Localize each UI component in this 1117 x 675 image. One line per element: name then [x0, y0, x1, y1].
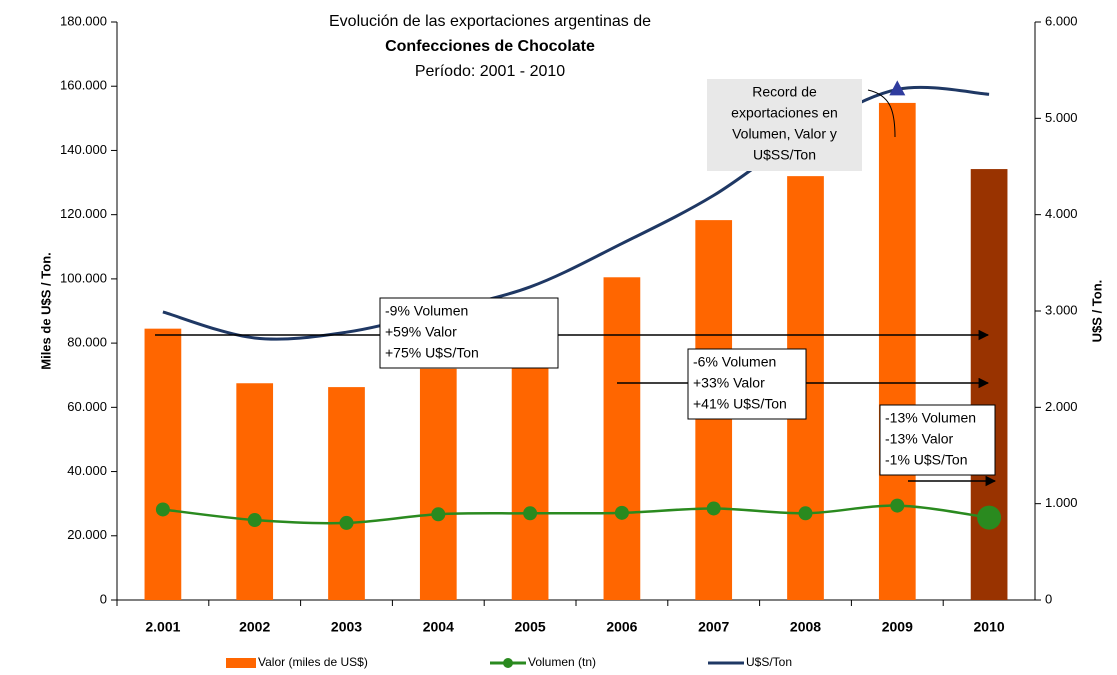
- x-tick-label: 2007: [698, 619, 729, 635]
- y-tick-label: 140.000: [60, 142, 107, 157]
- x-tick-label: 2003: [331, 619, 362, 635]
- point: [977, 505, 1002, 530]
- record-marker: [889, 80, 906, 96]
- y-tick-label: 60.000: [67, 399, 107, 414]
- y2-tick-label: 4.000: [1045, 206, 1078, 221]
- y-axis-title: Miles de U$S / Ton.: [38, 252, 53, 370]
- x-tick-label: 2004: [423, 619, 454, 635]
- y2-tick-label: 0: [1045, 591, 1052, 606]
- x-tick-label: 2005: [515, 619, 546, 635]
- y-tick-label: 20.000: [67, 527, 107, 542]
- legend-swatch: [503, 658, 513, 668]
- annotation-text: +59% Valor: [385, 324, 457, 340]
- point: [339, 515, 354, 530]
- annotation-box: [707, 79, 862, 171]
- point: [614, 505, 629, 520]
- annotation-text: Record de: [752, 84, 817, 100]
- bar: [970, 169, 1008, 600]
- y-tick-label: 0: [100, 591, 107, 606]
- point: [798, 506, 813, 521]
- annotation-text: -1% U$S/Ton: [885, 452, 967, 468]
- bar: [236, 383, 274, 600]
- x-tick-label: 2010: [974, 619, 1005, 635]
- annotation-text: -6% Volumen: [693, 354, 776, 370]
- annotation-text: -13% Valor: [885, 431, 954, 447]
- point: [523, 506, 538, 521]
- y-tick-label: 120.000: [60, 206, 107, 221]
- y2-tick-label: 3.000: [1045, 302, 1078, 317]
- x-tick-label: 2009: [882, 619, 913, 635]
- bar: [603, 277, 641, 600]
- point: [890, 498, 905, 513]
- point: [155, 502, 170, 517]
- annotation-text: +41% U$S/Ton: [693, 396, 787, 412]
- point: [706, 501, 721, 516]
- annotation-box: [379, 297, 559, 369]
- y-tick-label: 40.000: [67, 463, 107, 478]
- annotation-text: Volumen, Valor y: [732, 126, 837, 142]
- legend-swatch: [226, 658, 256, 668]
- x-tick-label: 2.001: [145, 619, 180, 635]
- legend-label: Valor (miles de US$): [258, 655, 368, 669]
- y2-tick-label: 2.000: [1045, 399, 1078, 414]
- y2-axis-title: U$S / Ton.: [1089, 280, 1104, 343]
- y-tick-label: 160.000: [60, 78, 107, 93]
- annotation-text: +33% Valor: [693, 375, 765, 391]
- legend-label: Volumen (tn): [528, 655, 596, 669]
- chart-title: Evolución de las exportaciones argentina…: [329, 13, 651, 30]
- bar: [878, 102, 916, 601]
- annotation-box: [687, 348, 807, 420]
- y2-tick-label: 1.000: [1045, 495, 1078, 510]
- chart-title: Confecciones de Chocolate: [385, 38, 595, 55]
- y-tick-label: 100.000: [60, 270, 107, 285]
- annotation-text: exportaciones en: [731, 105, 838, 121]
- x-tick-label: 2006: [606, 619, 637, 635]
- y-tick-label: 180.000: [60, 13, 107, 28]
- line: [162, 504, 990, 525]
- y2-tick-label: 6.000: [1045, 13, 1078, 28]
- bar: [328, 387, 365, 600]
- annotation-text: +75% U$S/Ton: [385, 345, 479, 361]
- point: [431, 507, 446, 522]
- chart-title: Período: 2001 - 2010: [415, 63, 565, 80]
- annotation-box: [879, 404, 996, 476]
- annotation-text: -13% Volumen: [885, 410, 976, 426]
- bar: [144, 328, 182, 600]
- y-tick-label: 80.000: [67, 335, 107, 350]
- x-tick-label: 2002: [239, 619, 270, 635]
- line: [162, 85, 990, 341]
- bar: [419, 368, 457, 600]
- y2-tick-label: 5.000: [1045, 110, 1078, 125]
- annotation-text: -9% Volumen: [385, 303, 468, 319]
- legend-label: U$S/Ton: [746, 655, 792, 669]
- annotation-pointer: [867, 89, 896, 138]
- point: [247, 513, 262, 528]
- annotation-text: U$SS/Ton: [753, 147, 816, 163]
- x-tick-label: 2008: [790, 619, 821, 635]
